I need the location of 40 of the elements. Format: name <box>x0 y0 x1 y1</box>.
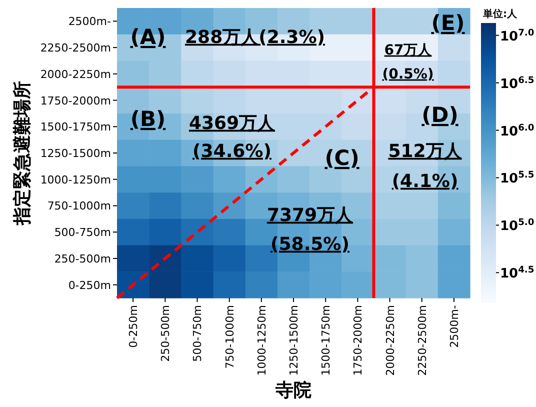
y-tick-label: 500-750m <box>54 226 111 240</box>
color-bar-label: 10$^{7.0}$ <box>500 28 534 44</box>
x-tick-label: 1000-1250m <box>255 305 268 376</box>
y-tick-label: 750-1000m <box>47 200 111 213</box>
x-tick-label: 2250-2500m <box>416 305 429 376</box>
annotation: (58.5%) <box>270 234 350 255</box>
annotation: (D) <box>422 102 458 127</box>
y-tick-label: 1250-1500m <box>40 147 111 160</box>
annotation: (0.5%) <box>382 66 434 82</box>
x-tick-label: 1250-1500m <box>288 305 300 376</box>
color-bar-label: 10$^{5.0}$ <box>500 218 534 234</box>
color-bar-title: 単位:人 <box>482 8 518 20</box>
annotation: (4.1%) <box>392 170 458 192</box>
annotation: (E) <box>431 10 465 35</box>
y-axis-title: 指定緊急避難場所 <box>12 81 33 226</box>
x-tick-label: 1750-2000m <box>352 305 365 376</box>
x-tick-label: 750-1000m <box>223 305 236 369</box>
color-bar-label: 10$^{4.5}$ <box>500 266 534 282</box>
y-tick-label: 2250-2500m <box>40 42 111 55</box>
y-tick-label: 1750-2000m <box>40 94 111 108</box>
y-tick-label: 250-500m <box>54 252 111 266</box>
x-tick-label: 0-250m <box>127 305 140 348</box>
x-axis-title: 寺院 <box>274 380 312 401</box>
y-tick-label: 1500-1750m <box>40 120 111 134</box>
x-tick-label: 250-500m <box>159 305 172 362</box>
x-tick-label: 500-750m <box>191 305 204 362</box>
x-tick-label: 2500m- <box>448 304 461 348</box>
color-bar-label: 10$^{6.0}$ <box>500 123 534 140</box>
y-tick-label: 2500m- <box>68 15 112 28</box>
annotation: (B) <box>130 106 166 131</box>
annotation: (A) <box>130 24 166 49</box>
y-tick-label: 1000-1250m <box>40 173 111 186</box>
annotation: (34.6%) <box>192 140 272 162</box>
color-bar-label: 10$^{5.5}$ <box>500 170 534 187</box>
y-tick-label: 0-250m <box>68 278 111 292</box>
annotation: (C) <box>324 146 360 170</box>
color-bar-label: 10$^{6.5}$ <box>500 76 534 92</box>
x-tick-label: 2000-2250m <box>384 305 397 376</box>
y-tick-label: 2000-2250m <box>40 68 111 81</box>
x-tick-label: 1500-1750m <box>320 305 333 376</box>
